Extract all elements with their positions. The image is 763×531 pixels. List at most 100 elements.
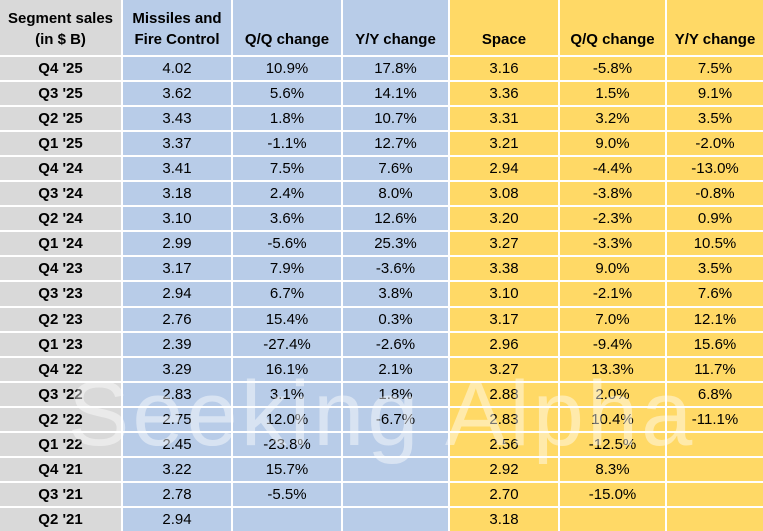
value-cell: 25.3%: [343, 232, 448, 256]
value-cell: 7.5%: [667, 57, 763, 81]
value-cell: -6.7%: [343, 407, 448, 431]
value-cell: 3.10: [123, 207, 231, 231]
value-cell: 7.5%: [233, 157, 341, 181]
value-cell: 2.99: [123, 232, 231, 256]
value-cell: -1.1%: [233, 132, 341, 156]
value-cell: 12.0%: [233, 407, 341, 431]
value-cell: -13.0%: [667, 157, 763, 181]
header-segment-sales-line2: (in $ B): [35, 31, 86, 48]
value-cell: 3.41: [123, 157, 231, 181]
value-cell: 3.08: [450, 182, 558, 206]
value-cell: 8.3%: [560, 457, 665, 481]
value-cell: 3.38: [450, 257, 558, 281]
header-mfc-qq-change: Q/Q change: [233, 0, 341, 55]
value-cell: -27.4%: [233, 332, 341, 356]
value-cell: 0.3%: [343, 307, 448, 331]
header-space-yy-change-label: Y/Y change: [674, 31, 756, 48]
value-cell: -12.5%: [560, 432, 665, 456]
value-cell: 2.75: [123, 407, 231, 431]
value-cell: 9.1%: [667, 82, 763, 106]
value-cell: 3.62: [123, 82, 231, 106]
value-cell: -2.3%: [560, 207, 665, 231]
value-cell: 15.6%: [667, 332, 763, 356]
value-cell: 15.7%: [233, 457, 341, 481]
row-label-cell: Q1 '23: [0, 332, 121, 356]
value-cell: 17.8%: [343, 57, 448, 81]
value-cell: -23.8%: [233, 432, 341, 456]
value-cell: [560, 507, 665, 531]
value-cell: 7.6%: [667, 282, 763, 306]
value-cell: 3.37: [123, 132, 231, 156]
value-cell: 2.56: [450, 432, 558, 456]
value-cell: 12.7%: [343, 132, 448, 156]
value-cell: 14.1%: [343, 82, 448, 106]
value-cell: 15.4%: [233, 307, 341, 331]
value-cell: -3.6%: [343, 257, 448, 281]
row-label-cell: Q3 '21: [0, 482, 121, 506]
value-cell: 3.43: [123, 107, 231, 131]
value-cell: -2.1%: [560, 282, 665, 306]
value-cell: 3.20: [450, 207, 558, 231]
value-cell: 2.83: [450, 407, 558, 431]
value-cell: 12.1%: [667, 307, 763, 331]
row-label-cell: Q4 '22: [0, 357, 121, 381]
row-label-cell: Q4 '21: [0, 457, 121, 481]
value-cell: 3.36: [450, 82, 558, 106]
value-cell: [343, 457, 448, 481]
value-cell: -5.8%: [560, 57, 665, 81]
value-cell: 5.6%: [233, 82, 341, 106]
value-cell: 6.7%: [233, 282, 341, 306]
value-cell: -4.4%: [560, 157, 665, 181]
value-cell: -3.3%: [560, 232, 665, 256]
value-cell: 1.8%: [343, 382, 448, 406]
row-label-cell: Q2 '21: [0, 507, 121, 531]
header-space-yy-change: Y/Y change: [667, 0, 763, 55]
value-cell: -2.0%: [667, 132, 763, 156]
header-segment-sales-line1: Segment sales: [7, 10, 114, 27]
value-cell: 3.2%: [560, 107, 665, 131]
value-cell: 16.1%: [233, 357, 341, 381]
value-cell: [667, 432, 763, 456]
value-cell: 3.1%: [233, 382, 341, 406]
value-cell: 2.76: [123, 307, 231, 331]
value-cell: 2.83: [123, 382, 231, 406]
value-cell: [233, 507, 341, 531]
value-cell: [343, 482, 448, 506]
value-cell: 2.70: [450, 482, 558, 506]
value-cell: -11.1%: [667, 407, 763, 431]
value-cell: 2.92: [450, 457, 558, 481]
value-cell: 3.22: [123, 457, 231, 481]
value-cell: 3.29: [123, 357, 231, 381]
value-cell: -5.6%: [233, 232, 341, 256]
header-mfc-qq-change-label: Q/Q change: [244, 31, 330, 48]
row-label-cell: Q1 '25: [0, 132, 121, 156]
value-cell: 2.94: [123, 282, 231, 306]
value-cell: -0.8%: [667, 182, 763, 206]
row-label-cell: Q4 '25: [0, 57, 121, 81]
value-cell: 3.10: [450, 282, 558, 306]
value-cell: 3.17: [123, 257, 231, 281]
value-cell: -15.0%: [560, 482, 665, 506]
value-cell: 9.0%: [560, 257, 665, 281]
value-cell: 7.0%: [560, 307, 665, 331]
value-cell: 2.0%: [560, 382, 665, 406]
value-cell: 2.4%: [233, 182, 341, 206]
value-cell: 2.88: [450, 382, 558, 406]
value-cell: 3.6%: [233, 207, 341, 231]
value-cell: 8.0%: [343, 182, 448, 206]
row-label-cell: Q3 '24: [0, 182, 121, 206]
row-label-cell: Q2 '24: [0, 207, 121, 231]
value-cell: 7.6%: [343, 157, 448, 181]
value-cell: 10.5%: [667, 232, 763, 256]
header-space-qq-change-label: Q/Q change: [570, 31, 655, 48]
value-cell: -3.8%: [560, 182, 665, 206]
header-mfc-yy-change: Y/Y change: [343, 0, 448, 55]
value-cell: 3.18: [123, 182, 231, 206]
row-label-cell: Q3 '23: [0, 282, 121, 306]
value-cell: [343, 432, 448, 456]
row-label-cell: Q2 '25: [0, 107, 121, 131]
value-cell: 10.7%: [343, 107, 448, 131]
value-cell: 2.39: [123, 332, 231, 356]
value-cell: 3.8%: [343, 282, 448, 306]
